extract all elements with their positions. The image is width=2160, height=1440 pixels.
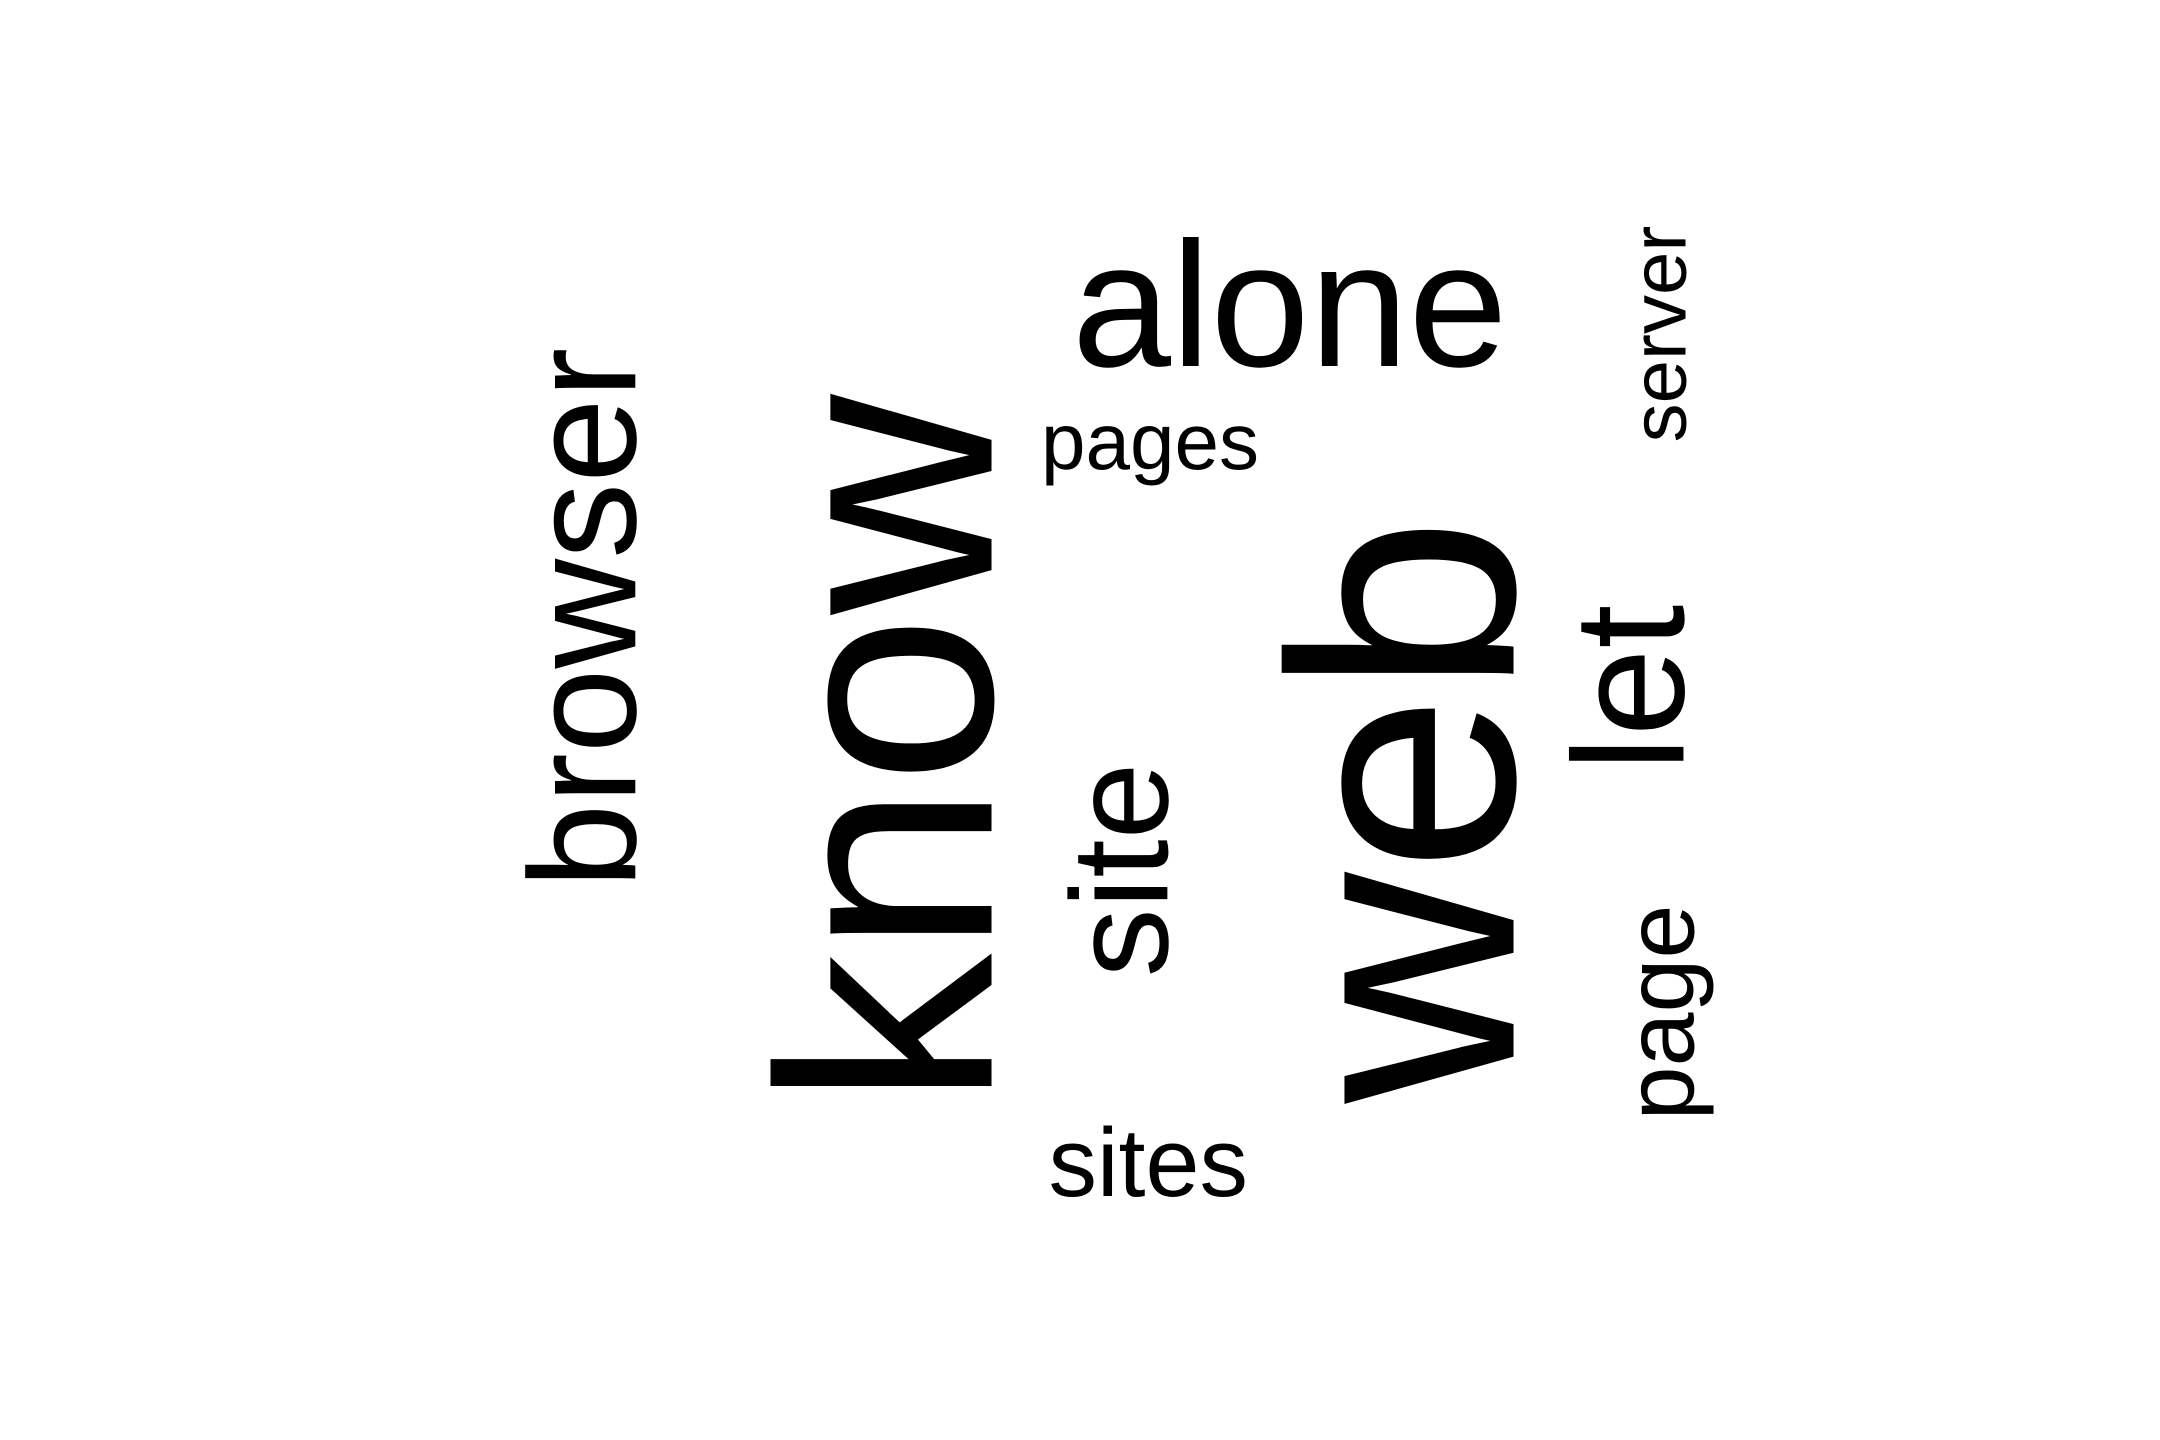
word-page: page [1605,904,1715,1120]
word-pages: pages [1041,397,1259,486]
word-browser: browser [497,347,668,889]
word-sites: sites [1048,1107,1248,1217]
word-know: know [715,393,1057,1107]
word-alone: alone [1072,205,1508,404]
word-let: let [1540,604,1717,772]
word-server: server [1613,225,1702,443]
word-web: web [1223,516,1582,1104]
word-site: site [1042,762,1197,978]
